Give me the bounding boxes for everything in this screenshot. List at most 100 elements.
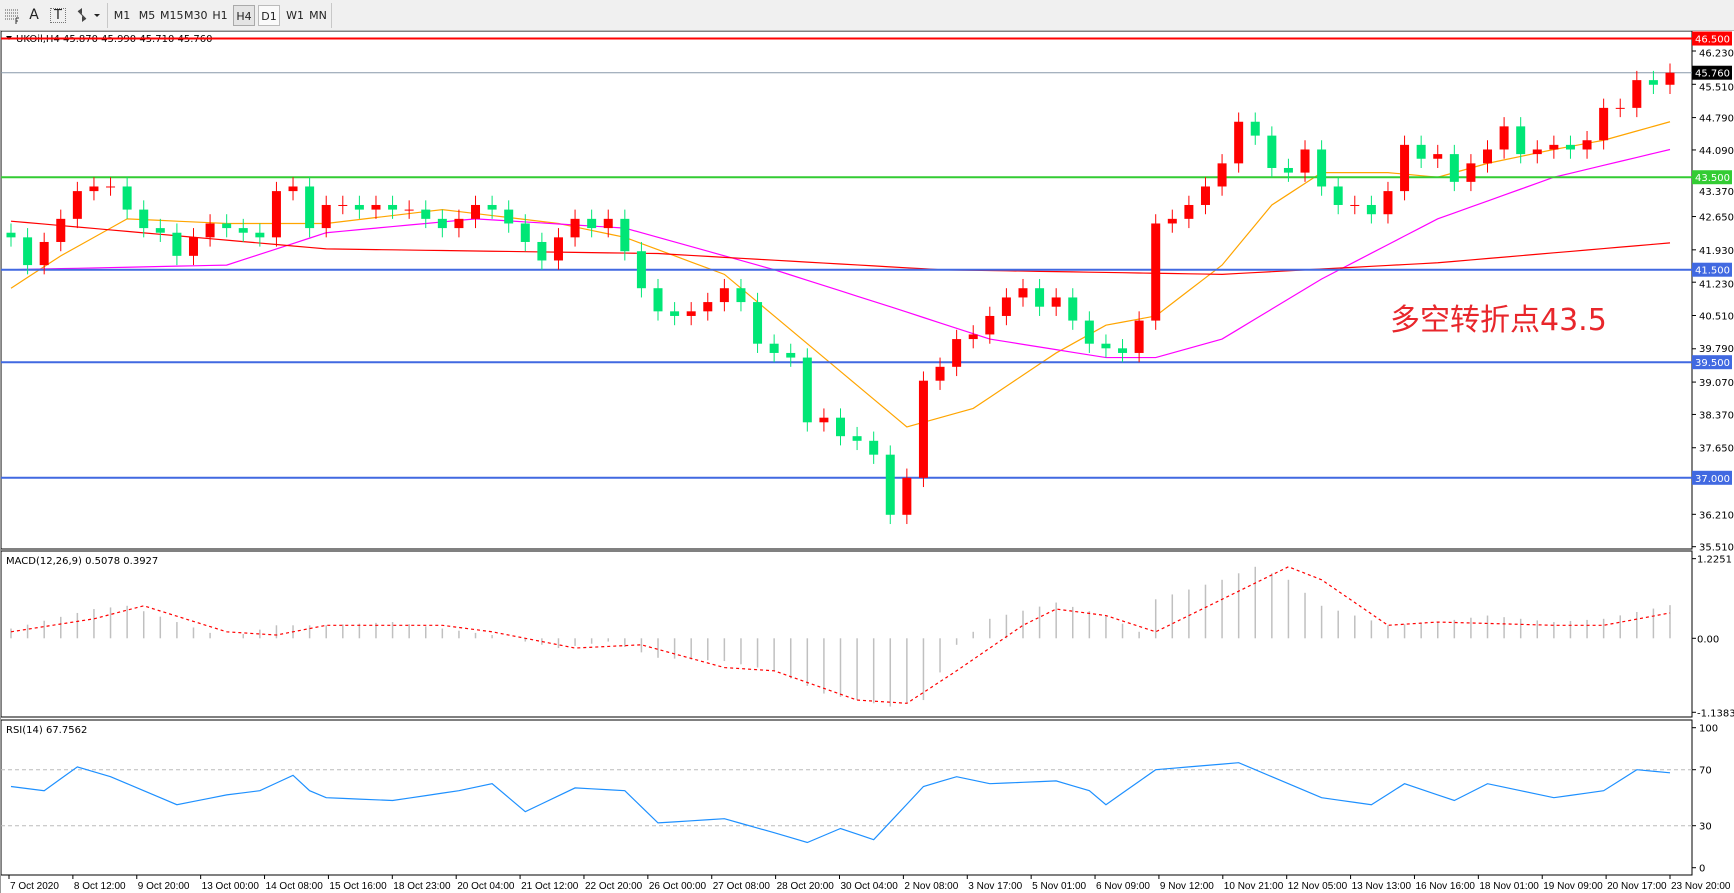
time-tick-label: 21 Oct 12:00 (521, 881, 579, 892)
timeframe-w1-button[interactable]: W1 (286, 9, 304, 22)
candle (255, 223, 265, 247)
candle-body (1101, 343, 1111, 349)
timeframe-h4-button[interactable]: H4 (233, 5, 255, 26)
candle-body (1549, 144, 1559, 150)
candle (205, 214, 215, 247)
candle (952, 329, 962, 377)
candle (1599, 98, 1609, 150)
candle-body (636, 251, 646, 289)
level-label-bg (1692, 355, 1732, 370)
text-label-icon[interactable]: T (50, 8, 66, 23)
candle (985, 306, 995, 344)
time-tick-label: 26 Oct 00:00 (649, 881, 707, 892)
candle-body (471, 204, 481, 219)
candle-body (23, 237, 33, 266)
macd-signal-line (10, 566, 1671, 704)
candle (1134, 311, 1144, 363)
candle (1283, 158, 1293, 182)
time-tick-label: 19 Nov 09:00 (1543, 881, 1603, 892)
timeframe-m1-button[interactable]: M1 (113, 9, 131, 22)
timeframe-m30-button[interactable]: M30 (184, 9, 208, 22)
candle (1184, 195, 1194, 229)
candle-body (1217, 163, 1227, 187)
candle (902, 468, 912, 525)
candle (736, 278, 746, 312)
candle-body (819, 417, 829, 423)
time-tick-label: 14 Oct 08:00 (266, 881, 324, 892)
candle (1118, 339, 1128, 363)
text-a-icon[interactable]: A (29, 7, 39, 23)
candle (935, 357, 945, 390)
moving-average-line (10, 121, 1671, 428)
arrows-dropdown-icon[interactable] (74, 5, 102, 26)
candle-body (570, 218, 580, 238)
price-tick-label: 43.370 (1699, 187, 1734, 198)
candle-body (271, 191, 281, 238)
candle-body (703, 302, 713, 312)
candle (1383, 181, 1393, 224)
candle (869, 431, 879, 464)
candle-body (172, 232, 182, 256)
candle-body (670, 311, 680, 316)
candle (1333, 177, 1343, 215)
timeframe-h1-button[interactable]: H1 (212, 9, 228, 22)
candle-body (354, 204, 364, 210)
candle-body (1234, 121, 1244, 164)
level-label-bg (1692, 262, 1732, 277)
candle (1416, 135, 1426, 168)
candle-body (952, 339, 962, 367)
candle (1366, 195, 1376, 224)
time-tick-label: 30 Oct 04:00 (841, 881, 899, 892)
candle-body (1615, 107, 1625, 109)
toolbar: A T M1 M5 M15 M30 H1 H4 D1 W1 MN (0, 0, 1734, 31)
candle (968, 325, 978, 349)
rsi-line (10, 762, 1671, 844)
macd-tick-label: 1.2251 (1697, 555, 1732, 566)
candle-body (1267, 135, 1277, 168)
time-tick-label: 16 Nov 16:00 (1415, 881, 1475, 892)
timeframe-m15-button[interactable]: M15 (160, 9, 184, 22)
timeframe-d1-button[interactable]: D1 (258, 5, 280, 26)
candle-body (1499, 126, 1509, 150)
candle (786, 343, 796, 367)
candle (338, 195, 348, 215)
time-tick-label: 27 Oct 08:00 (713, 881, 771, 892)
candle (1350, 195, 1360, 215)
candle-body (205, 223, 215, 238)
candle (1068, 288, 1078, 330)
candle-body (1001, 297, 1011, 316)
candle-body (968, 334, 978, 340)
candle-body (786, 352, 796, 358)
candle-body (1416, 144, 1426, 159)
candle (1234, 112, 1244, 173)
timeframe-m5-button[interactable]: M5 (138, 9, 156, 22)
candle-body (1134, 320, 1144, 353)
candle (271, 181, 281, 247)
candle (1615, 98, 1625, 118)
chart-area[interactable]: 46.230 45.510 44.790 44.090 43.370 42.650 41.9… (0, 31, 1734, 893)
candle (155, 218, 165, 242)
candle-body (155, 228, 165, 233)
candle (520, 214, 530, 252)
candle-body (89, 186, 99, 192)
candle (305, 177, 315, 238)
candle-body (1317, 149, 1327, 187)
candle-body (1400, 144, 1410, 192)
candle-body (1532, 149, 1542, 155)
grid-f-icon[interactable] (4, 5, 22, 26)
candle (1200, 177, 1210, 215)
candle-body (222, 223, 232, 229)
candle (1449, 144, 1459, 192)
macd-tick-label: 0.00 (1697, 634, 1719, 645)
price-tick-label: 39.790 (1699, 344, 1734, 355)
time-tick-label: 5 Nov 01:00 (1032, 881, 1086, 892)
price-tick-label: 36.210 (1699, 510, 1734, 521)
candle-body (1582, 140, 1592, 150)
time-tick-label: 12 Nov 05:00 (1288, 881, 1348, 892)
timeframe-mn-button[interactable]: MN (309, 9, 327, 22)
candle (670, 302, 680, 326)
macd-label: MACD(12,26,9) 0.5078 0.3927 (6, 556, 158, 567)
price-tick-label: 38.370 (1699, 410, 1734, 421)
candle-body (852, 436, 862, 441)
level-label-bg (1692, 470, 1732, 485)
